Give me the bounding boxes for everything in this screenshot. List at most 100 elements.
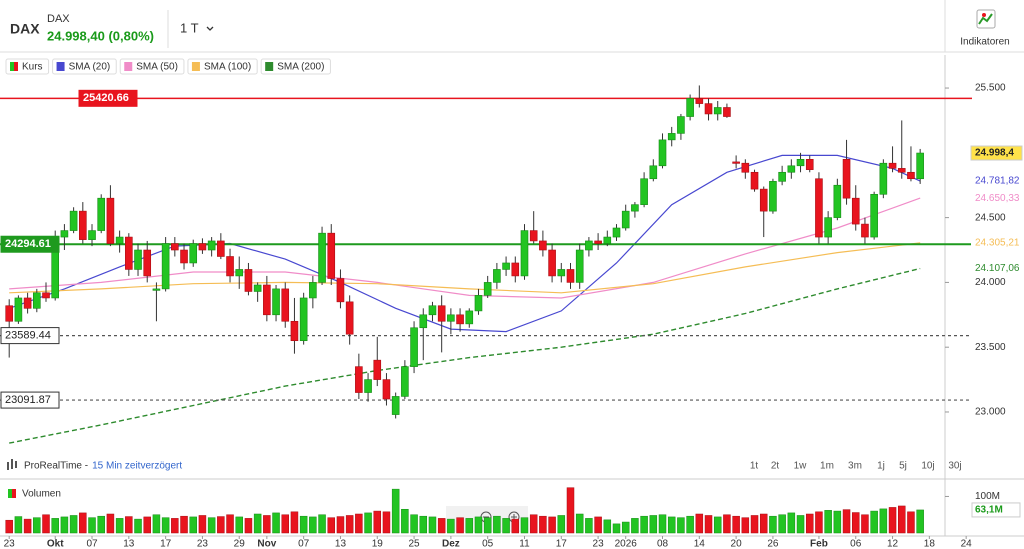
x-tick-label: 19: [372, 539, 384, 549]
volume-bar: [787, 512, 796, 534]
x-tick-label: 13: [335, 539, 347, 549]
x-tick-label: 23: [197, 539, 209, 549]
candle-body: [750, 171, 759, 190]
period-button[interactable]: 3m: [848, 461, 862, 472]
candle-body: [281, 288, 290, 322]
period-button[interactable]: 2t: [771, 461, 780, 472]
candle-body: [667, 133, 676, 141]
candle-body: [355, 366, 363, 393]
volume-bar: [621, 521, 630, 534]
volume-bar: [474, 516, 483, 534]
x-tick-label: 07: [86, 539, 98, 549]
volume-bar: [23, 518, 32, 534]
volume-bar: [575, 513, 584, 534]
volume-bar: [345, 515, 354, 534]
candle-body: [824, 217, 832, 238]
y-tick-label: 23.000: [975, 407, 1006, 418]
axis-value-label: 24.305,21: [975, 237, 1020, 248]
level-label-box: [0, 235, 60, 253]
candle-body: [309, 282, 317, 299]
period-button[interactable]: 1m: [820, 461, 834, 472]
volume-bar: [732, 515, 740, 534]
candle-body: [557, 269, 566, 277]
legend-box: [119, 58, 185, 75]
x-tick-label: 20: [731, 539, 743, 549]
volume-bar: [198, 515, 207, 534]
period-button[interactable]: 1w: [794, 461, 808, 472]
volume-bar: [263, 515, 271, 534]
period-button[interactable]: 1j: [877, 461, 885, 472]
candle-body: [741, 162, 750, 173]
period-button[interactable]: 30j: [948, 461, 961, 472]
quote: 24.998,40 (0,80%): [47, 28, 154, 43]
volume-bar: [898, 505, 906, 534]
y-tick-label: 24.500: [975, 212, 1006, 223]
indicators-icon[interactable]: [976, 9, 996, 29]
legend-box: [52, 58, 117, 75]
candle-body: [539, 240, 547, 251]
axis-value-box: [971, 261, 1022, 276]
volume-bar: [539, 515, 547, 534]
volume-bar: [594, 516, 602, 534]
volume-bar: [327, 517, 336, 534]
candle-body: [879, 162, 888, 195]
candle-body: [23, 297, 32, 309]
volume-bar: [161, 517, 170, 534]
volume-bar: [557, 515, 566, 534]
level-label-box: [0, 391, 60, 409]
candle-body: [778, 171, 786, 182]
candle-body: [833, 184, 842, 218]
volume-bar: [290, 511, 299, 534]
y-tick-label: 24.000: [975, 277, 1006, 288]
x-tick-label: 26: [767, 539, 779, 549]
volume-bar: [69, 515, 78, 534]
interval-select[interactable]: 1 T: [180, 20, 199, 35]
legend-item: Kurs: [5, 58, 50, 75]
period-button[interactable]: 1t: [750, 461, 759, 472]
volume-bar: [235, 516, 243, 534]
volume-bar: [244, 518, 253, 534]
level-label: 24294.61: [5, 238, 51, 250]
candle-body: [428, 305, 437, 316]
candle-body: [299, 297, 308, 342]
candle-body: [447, 314, 455, 322]
candle-body: [474, 295, 483, 312]
axis-value-box: [970, 145, 1023, 161]
legend-item: SMA (200): [260, 58, 331, 75]
chevron[interactable]: [206, 26, 214, 31]
symbol: DAX: [10, 21, 40, 37]
x-tick-label: Nov: [257, 539, 276, 549]
x-tick-label: 25: [409, 539, 421, 549]
legend-swatch: [8, 489, 12, 498]
volume-last-label: 63,1M: [975, 505, 1003, 516]
candle-body: [143, 249, 152, 277]
volume-bar: [447, 518, 455, 534]
candle-body: [916, 152, 924, 180]
volume-tick-label: 100M: [975, 491, 1000, 502]
candle-body: [97, 197, 106, 231]
candle-body: [465, 310, 474, 325]
volume-bar: [401, 508, 409, 534]
indicators-button[interactable]: Indikatoren: [960, 37, 1009, 48]
candle-body: [253, 284, 262, 292]
period-button[interactable]: 5j: [899, 461, 907, 472]
x-tick-label: 2026: [615, 539, 638, 549]
period-button[interactable]: 10j: [921, 461, 934, 472]
volume-bar: [612, 523, 621, 534]
candle-body: [318, 232, 326, 283]
x-tick-label: 13: [123, 539, 135, 549]
legend-swatch: [14, 62, 18, 71]
volume-bar: [373, 510, 382, 534]
candle-body: [787, 165, 796, 173]
candle-body: [621, 210, 630, 229]
candle-body: [548, 249, 556, 277]
candle-body: [769, 181, 777, 212]
axis-value-box: [971, 235, 1022, 250]
legend-label: SMA (20): [69, 62, 111, 73]
volume-bar: [631, 518, 639, 534]
x-tick-label: 24: [961, 539, 973, 549]
source-icon: [7, 459, 17, 470]
candle-body: [907, 171, 915, 180]
candle-body: [373, 359, 382, 380]
